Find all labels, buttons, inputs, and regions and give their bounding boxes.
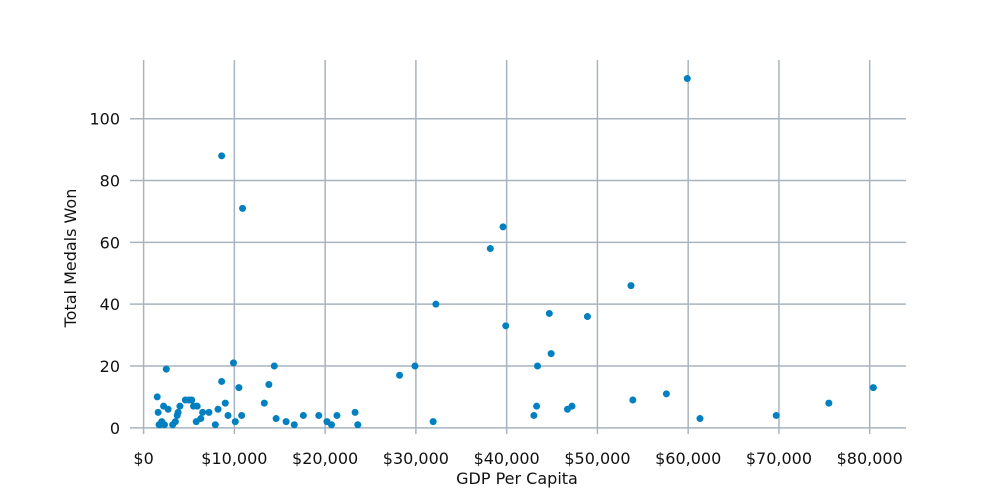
data-point [270,362,278,370]
x-axis-ticks: $0 $10,000 $20,000 $30,000 $40,000 $50,000 $60… [133,449,902,468]
data-point [351,408,359,416]
data-point [290,421,298,429]
y-tick-label: 40 [100,295,120,314]
data-point [211,421,219,429]
data-point [432,300,440,308]
data-point [568,402,576,410]
data-point [583,313,591,321]
data-point [354,421,362,429]
y-tick-label: 80 [100,172,120,191]
x-axis-label: GDP Per Capita [456,469,578,488]
data-point [265,381,273,389]
data-point [547,350,555,358]
data-point [229,359,237,367]
data-point [205,408,213,416]
data-point [627,282,635,290]
data-point [238,411,246,419]
data-point [199,408,207,416]
data-point [683,75,691,83]
data-point [231,418,239,426]
data-point [162,365,170,373]
data-point [315,411,323,419]
data-point [411,362,419,370]
data-point [662,390,670,398]
data-point [153,393,161,401]
data-point [218,152,226,160]
data-point [214,405,222,413]
data-point [154,408,162,416]
data-point [174,408,182,416]
data-point [235,384,243,392]
data-point [629,396,637,404]
x-tick-label: $70,000 [746,449,812,468]
data-point [545,309,553,317]
y-tick-label: 60 [100,233,120,252]
x-tick-label: $50,000 [564,449,630,468]
x-tick-label: $20,000 [292,449,358,468]
x-tick-label: $10,000 [201,449,267,468]
data-point [772,411,780,419]
data-point [193,402,201,410]
data-point [171,418,179,426]
data-point [188,396,196,404]
data-point [502,322,510,330]
data-point [176,402,184,410]
data-point [224,411,232,419]
data-points [153,75,877,429]
data-point [696,415,704,423]
x-tick-label: $60,000 [655,449,721,468]
data-point [396,371,404,379]
data-point [429,418,437,426]
x-tick-label: $30,000 [383,449,449,468]
gridlines [130,60,906,434]
data-point [197,415,205,423]
y-axis-label: Total Medals Won [61,189,80,329]
data-point [160,421,168,429]
data-point [486,245,494,253]
data-point [333,411,341,419]
data-point [299,411,307,419]
data-point [260,399,268,407]
data-point [530,411,538,419]
data-point [282,418,290,426]
data-point [164,405,172,413]
data-point [869,384,877,392]
y-tick-label: 0 [110,419,120,438]
data-point [218,377,226,385]
x-tick-label: $80,000 [837,449,903,468]
y-axis-ticks: 0 20 40 60 80 100 [89,110,120,438]
y-tick-label: 20 [100,357,120,376]
data-point [327,421,335,429]
data-point [239,204,247,212]
data-point [272,415,280,423]
data-point [534,362,542,370]
data-point [533,402,541,410]
x-tick-label: $40,000 [474,449,540,468]
data-point [221,399,229,407]
data-point [499,223,507,231]
data-point [825,399,833,407]
y-tick-label: 100 [89,110,120,129]
x-tick-label: $0 [133,449,153,468]
